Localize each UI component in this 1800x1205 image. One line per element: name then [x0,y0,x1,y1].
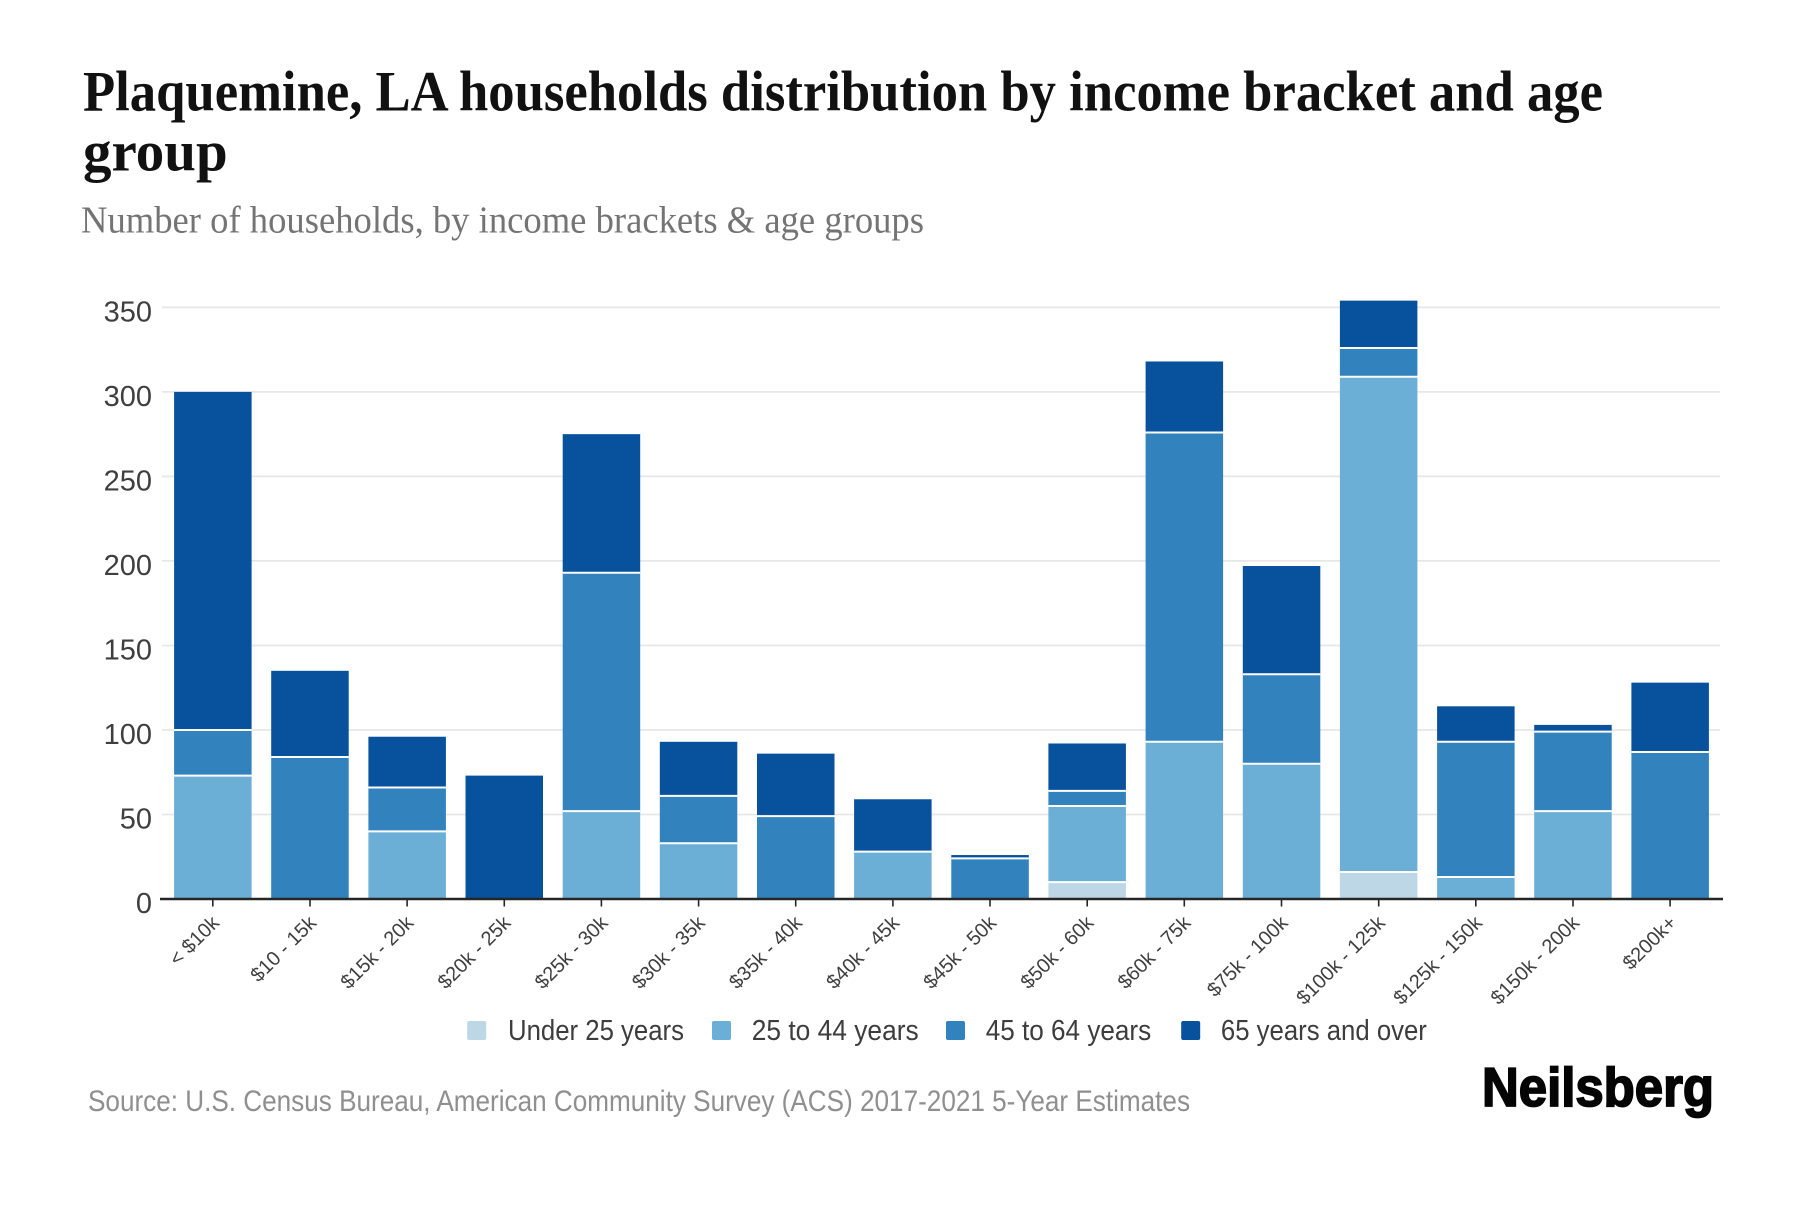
svg-text:250: 250 [104,466,152,498]
svg-text:Number of households, by incom: Number of households, by income brackets… [81,200,924,242]
svg-text:150: 150 [104,635,152,667]
svg-text:Neilsberg: Neilsberg [1482,1056,1714,1118]
svg-text:group: group [83,121,228,184]
svg-text:0: 0 [136,888,152,920]
svg-text:350: 350 [104,297,152,329]
svg-text:100: 100 [104,719,152,751]
svg-text:Under 25 years: Under 25 years [508,1015,684,1047]
svg-text:Source: U.S. Census Bureau, Am: Source: U.S. Census Bureau, American Com… [88,1085,1190,1118]
svg-text:Plaquemine, LA households dist: Plaquemine, LA households distribution b… [83,61,1603,124]
svg-text:65 years and over: 65 years and over [1221,1015,1427,1047]
svg-text:200: 200 [104,550,152,582]
svg-text:25 to 44 years: 25 to 44 years [752,1015,919,1047]
svg-text:50: 50 [120,804,152,836]
svg-text:300: 300 [104,381,152,413]
svg-text:45 to 64 years: 45 to 64 years [986,1015,1151,1047]
